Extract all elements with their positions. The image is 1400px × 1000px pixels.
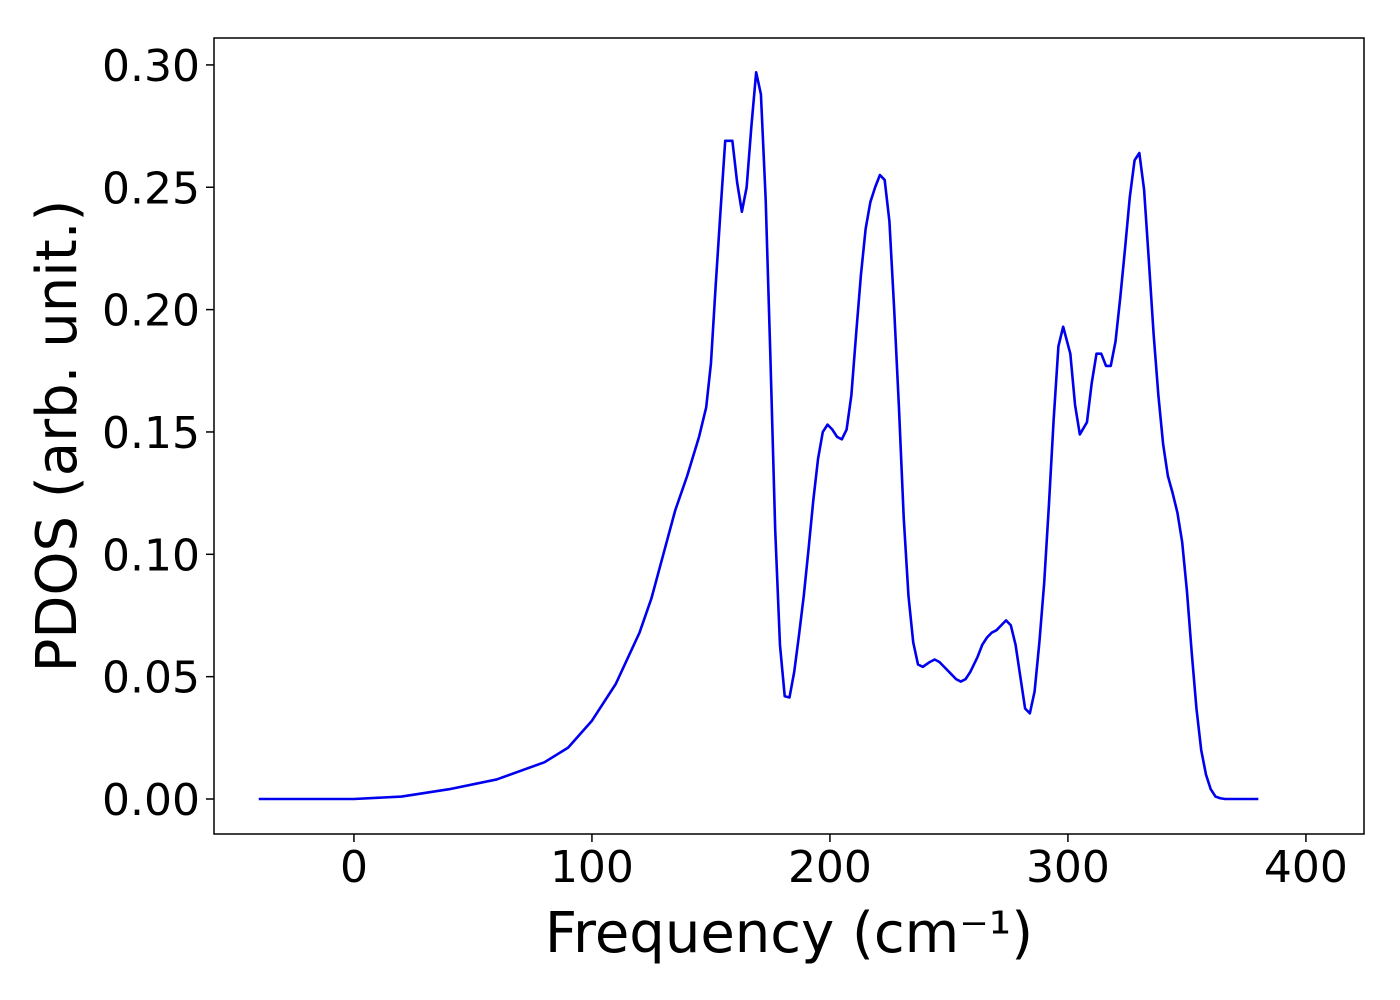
- x-tick-label: 0: [340, 842, 368, 893]
- y-tick-label: 0.15: [102, 408, 200, 459]
- x-axis-label: Frequency (cm⁻¹): [545, 901, 1033, 966]
- y-tick-label: 0.10: [102, 530, 200, 581]
- x-tick-label: 100: [550, 842, 634, 893]
- data-line: [258, 70, 1259, 801]
- x-tick-label: 400: [1264, 842, 1348, 893]
- y-tick-label: 0.20: [102, 286, 200, 337]
- y-axis-label: PDOS (arb. unit.): [25, 200, 90, 673]
- y-tick-label: 0.00: [102, 775, 200, 826]
- x-tick-label: 200: [788, 842, 872, 893]
- y-tick-label: 0.25: [102, 163, 200, 214]
- y-tick-label: 0.05: [102, 653, 200, 704]
- y-tick-label: 0.30: [102, 41, 200, 92]
- x-tick-label: 300: [1026, 842, 1110, 893]
- plot-frame: [213, 37, 1365, 835]
